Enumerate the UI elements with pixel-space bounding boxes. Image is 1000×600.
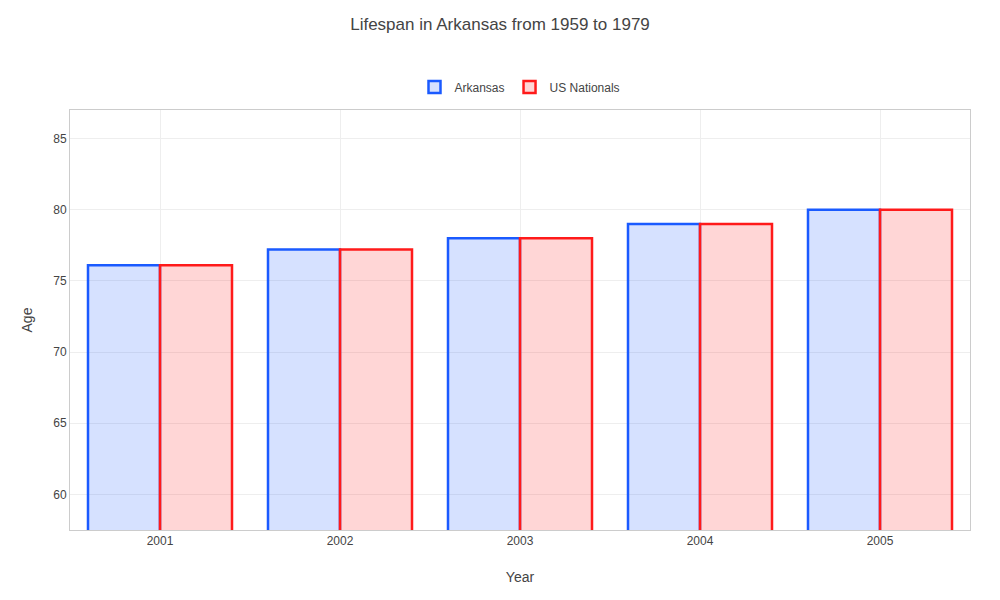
svg-text:2004: 2004 — [687, 534, 714, 548]
svg-text:75: 75 — [53, 274, 67, 288]
svg-text:US Nationals: US Nationals — [550, 81, 620, 95]
svg-text:Arkansas: Arkansas — [455, 81, 505, 95]
svg-text:2002: 2002 — [327, 534, 354, 548]
svg-text:85: 85 — [53, 132, 67, 146]
svg-text:80: 80 — [53, 203, 67, 217]
svg-text:2003: 2003 — [507, 534, 534, 548]
svg-text:Lifespan in Arkansas from 1959: Lifespan in Arkansas from 1959 to 1979 — [350, 15, 650, 34]
svg-text:2001: 2001 — [147, 534, 174, 548]
svg-text:60: 60 — [53, 488, 67, 502]
svg-text:65: 65 — [53, 416, 67, 430]
svg-text:2005: 2005 — [867, 534, 894, 548]
svg-text:Age: Age — [19, 307, 35, 332]
svg-text:70: 70 — [53, 345, 67, 359]
svg-text:Year: Year — [506, 569, 535, 585]
